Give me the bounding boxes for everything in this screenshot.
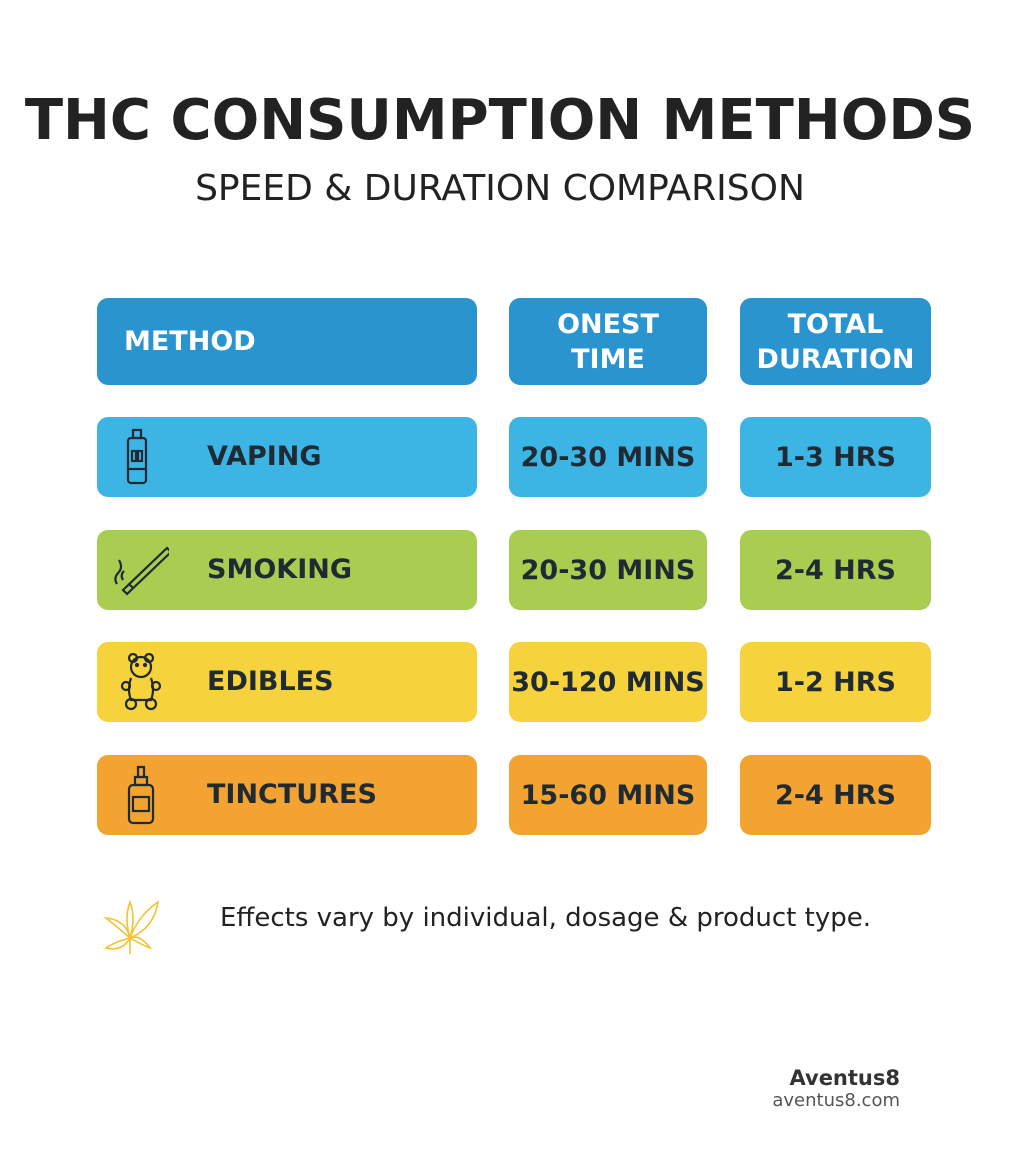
- onset-cell: 15-60 MINS: [509, 755, 707, 835]
- onset-cell: 30-120 MINS: [509, 642, 707, 722]
- column-header: TOTAL DURATION: [740, 298, 931, 385]
- onset-cell: 20-30 MINS: [509, 417, 707, 497]
- duration-cell: 1-3 HRS: [740, 417, 931, 497]
- title: THC CONSUMPTION METHODS: [24, 88, 976, 153]
- vape-icon: [126, 428, 148, 485]
- url: aventus8.com: [772, 1090, 900, 1111]
- onset-cell: 20-30 MINS: [509, 530, 707, 610]
- duration-cell: 2-4 HRS: [740, 755, 931, 835]
- method-label: VAPING: [207, 441, 322, 472]
- leaf-icon: [103, 899, 160, 954]
- method-label: TINCTURES: [207, 779, 377, 810]
- tincture-icon: [127, 765, 155, 825]
- method-label: EDIBLES: [207, 666, 334, 697]
- duration-cell: 2-4 HRS: [740, 530, 931, 610]
- joint-icon: [114, 546, 169, 596]
- subtitle: SPEED & DURATION COMPARISON: [195, 168, 805, 209]
- brand: Aventus8: [789, 1066, 901, 1090]
- method-cell: VAPING: [97, 417, 477, 497]
- method-cell: TINCTURES: [97, 755, 477, 835]
- gummy-icon: [120, 652, 162, 711]
- method-cell: SMOKING: [97, 530, 477, 610]
- duration-cell: 1-2 HRS: [740, 642, 931, 722]
- column-header: ONEST TIME: [509, 298, 707, 385]
- method-cell: EDIBLES: [97, 642, 477, 722]
- note: Effects vary by individual, dosage & pro…: [220, 903, 871, 933]
- method-label: SMOKING: [207, 554, 352, 585]
- column-header: METHOD: [97, 298, 477, 385]
